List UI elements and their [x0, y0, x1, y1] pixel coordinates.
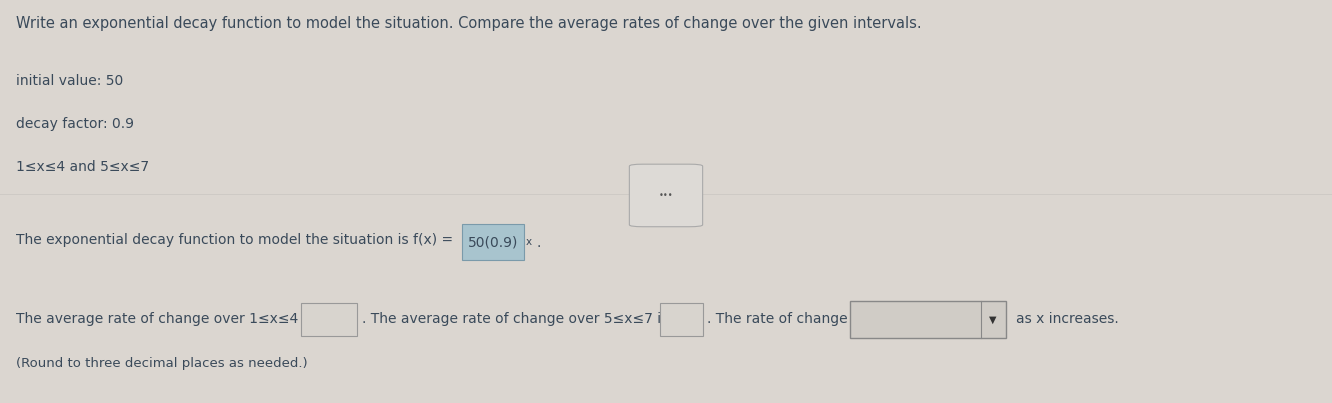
Text: . The rate of change: . The rate of change	[707, 312, 847, 326]
Text: (Round to three decimal places as needed.): (Round to three decimal places as needed…	[16, 357, 308, 370]
Text: decay factor: 0.9: decay factor: 0.9	[16, 117, 135, 131]
Text: as x increases.: as x increases.	[1016, 312, 1119, 326]
Text: 50(0.9): 50(0.9)	[468, 236, 518, 250]
Text: ▼: ▼	[990, 314, 996, 324]
FancyBboxPatch shape	[301, 303, 357, 336]
FancyBboxPatch shape	[462, 224, 525, 260]
Text: .: .	[537, 236, 541, 250]
Text: The average rate of change over 1≤x≤4 is: The average rate of change over 1≤x≤4 is	[16, 312, 313, 326]
Text: The exponential decay function to model the situation is f(x) =: The exponential decay function to model …	[16, 233, 457, 247]
FancyBboxPatch shape	[661, 303, 703, 336]
Text: 1≤x≤4 and 5≤x≤7: 1≤x≤4 and 5≤x≤7	[16, 160, 149, 174]
Text: initial value: 50: initial value: 50	[16, 74, 124, 88]
FancyBboxPatch shape	[851, 301, 1007, 338]
Text: . The average rate of change over 5≤x≤7 is: . The average rate of change over 5≤x≤7 …	[362, 312, 669, 326]
Text: x: x	[526, 237, 531, 247]
FancyBboxPatch shape	[629, 164, 703, 227]
Text: Write an exponential decay function to model the situation. Compare the average : Write an exponential decay function to m…	[16, 16, 922, 31]
Text: •••: •••	[659, 191, 673, 200]
